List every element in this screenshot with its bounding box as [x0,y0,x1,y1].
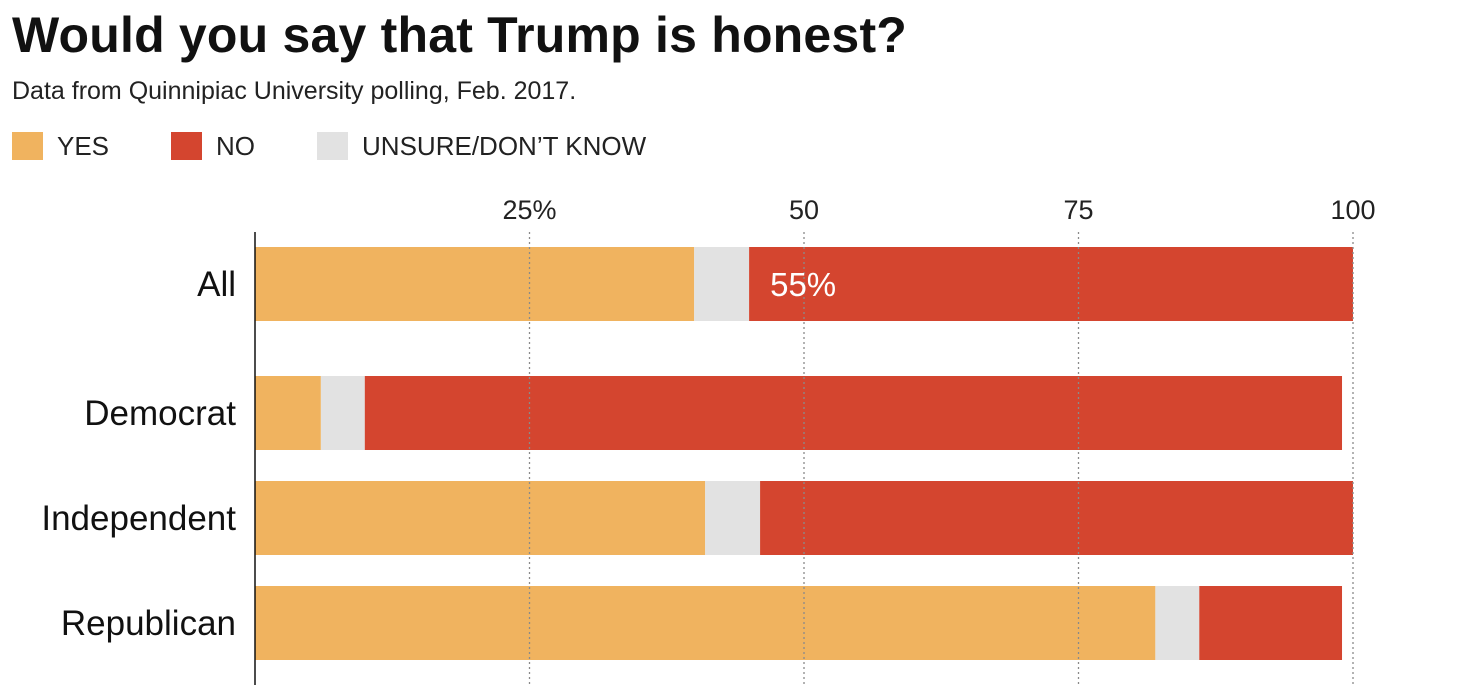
legend-label-unsure: UNSURE/DON’T KNOW [362,130,647,161]
chart-title: Would you say that Trump is honest? [12,7,908,63]
bar-all-no [749,247,1353,321]
category-label-democrat: Democrat [84,394,236,433]
category-label-republican: Republican [61,604,236,643]
legend-item-unsure: UNSURE/DON’T KNOW [317,131,646,162]
bar-democrat-unsure-don-t-know [320,376,365,450]
bar-independent-no [760,481,1353,555]
legend-swatch-unsure [317,132,349,160]
legend-swatch-yes [12,132,43,160]
tick-label-50: 50 [789,195,819,225]
tick-label-25: 25% [502,195,556,225]
bar-republican-unsure-don-t-know [1155,586,1200,660]
legend-swatch-no [171,132,203,160]
bar-all-yes [255,247,695,321]
category-label-all: All [197,265,236,304]
bar-democrat-yes [255,376,321,450]
legend-label-no: NO [216,130,256,161]
bar-republican-yes [255,586,1156,660]
bar-republican-no [1199,586,1343,660]
tick-label-75: 75 [1063,195,1093,225]
legend-item-yes: YES [12,131,109,162]
bar-democrat-no [364,376,1343,450]
chart-subtitle: Data from Quinnipiac University polling,… [12,77,577,105]
legend-item-no: NO [171,131,255,162]
bar-independent-yes [255,481,706,555]
data-label-all-no: 55% [770,266,836,303]
bar-independent-unsure-don-t-know [705,481,761,555]
legend: YES NO UNSURE/DON’T KNOW [12,130,708,162]
legend-label-yes: YES [57,130,110,161]
category-label-independent: Independent [41,499,236,538]
bar-all-unsure-don-t-know [694,247,750,321]
tick-label-100: 100 [1330,195,1375,225]
